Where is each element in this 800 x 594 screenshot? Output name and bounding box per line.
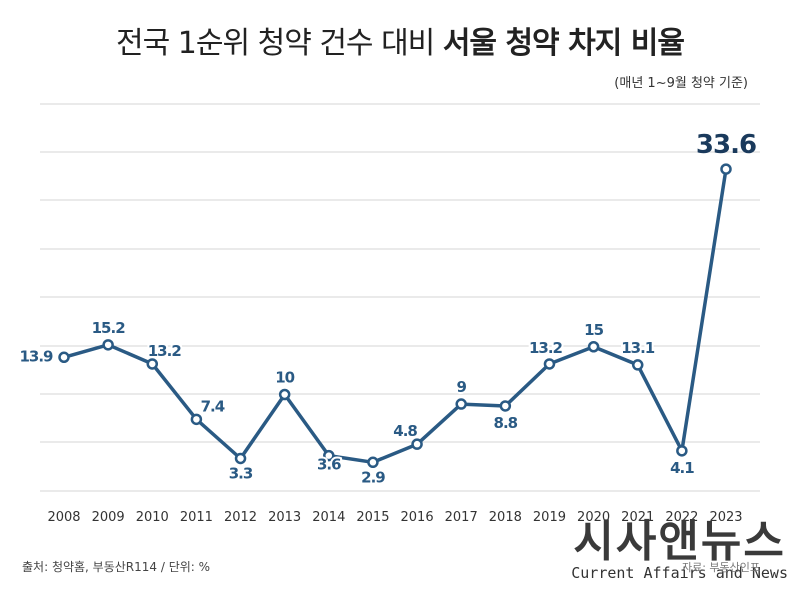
x-tick-label: 2010 (136, 510, 169, 525)
data-point (102, 339, 114, 351)
grid-lines (40, 103, 760, 492)
data-point (190, 413, 203, 426)
data-point (58, 351, 70, 364)
x-tick-label: 2015 (356, 510, 389, 525)
data-label: 8.8 (494, 414, 518, 432)
data-label: 9 (456, 378, 466, 396)
data-label: 4.1 (670, 459, 694, 477)
x-tick-label: 2009 (92, 510, 125, 525)
x-tick-label: 2014 (312, 510, 345, 525)
series-line-layer (62, 167, 728, 465)
chart-subtitle: (매년 1~9월 청약 기준) (614, 76, 748, 91)
title-plain: 전국 1순위 청약 건수 대비 (116, 26, 435, 61)
data-label: 33.6 (696, 130, 756, 160)
data-label: 3.6 (317, 456, 341, 474)
x-tick-label: 2012 (224, 510, 257, 525)
data-point (676, 445, 688, 457)
x-tick-label: 2019 (533, 510, 566, 525)
x-tick-label: 2023 (709, 510, 742, 525)
data-label: 10 (275, 369, 294, 387)
watermark-english: Current Affairs and News (571, 564, 788, 582)
watermark-logo: 시사앤뉴스 Current Affairs and News (571, 516, 788, 583)
data-point (411, 438, 423, 450)
data-label: 15.2 (92, 319, 126, 337)
x-tick-label: 2022 (665, 510, 698, 525)
source-note: 출처: 청약홈, 부동산R114 / 단위: % (22, 560, 211, 574)
data-point (367, 456, 379, 469)
data-label: 13.1 (621, 339, 655, 357)
data-point (631, 359, 644, 371)
data-label: 13.2 (148, 342, 182, 360)
data-points (58, 163, 732, 469)
data-point (543, 358, 556, 370)
data-point (587, 341, 600, 353)
x-tick-label: 2017 (445, 510, 478, 525)
data-label: 2.9 (361, 468, 385, 486)
x-tick-label: 2021 (621, 510, 654, 525)
series-line (62, 167, 728, 465)
data-label: 3.3 (229, 464, 253, 482)
title-bold: 서울 청약 차지 비율 (442, 26, 685, 61)
x-tick-label: 2013 (268, 510, 301, 525)
data-point (234, 452, 247, 465)
chart-title: 전국 1순위 청약 건수 대비 서울 청약 차지 비율 (0, 18, 800, 62)
watermark-korean: 시사앤뉴스 (573, 516, 786, 567)
x-tick-label: 2008 (47, 510, 80, 525)
x-tick-label: 2018 (489, 510, 522, 525)
x-tick-label: 2016 (401, 510, 434, 525)
data-label: 7.4 (201, 397, 225, 415)
x-axis-ticks: 2008 2009 2010 2011 2012 2013 2014 2015 2016 2017… (47, 510, 742, 525)
data-label: 15 (584, 321, 603, 339)
data-point (499, 400, 512, 412)
x-tick-label: 2020 (577, 510, 610, 525)
data-label: 13.9 (19, 347, 53, 365)
data-point (278, 388, 291, 401)
watermark-source-note: 자료: 부동산인포 (681, 561, 760, 574)
x-tick-label: 2011 (180, 510, 213, 525)
data-labels: 13.9 15.2 13.2 7.4 3.3 10 3.6 2.9 4.8 9 8.8 13.2 15 1… (17, 130, 757, 488)
data-point (146, 358, 159, 370)
data-label: 13.2 (529, 339, 563, 357)
data-point (455, 398, 467, 410)
data-point (323, 449, 335, 462)
data-label: 4.8 (393, 422, 417, 440)
data-point (720, 163, 732, 175)
